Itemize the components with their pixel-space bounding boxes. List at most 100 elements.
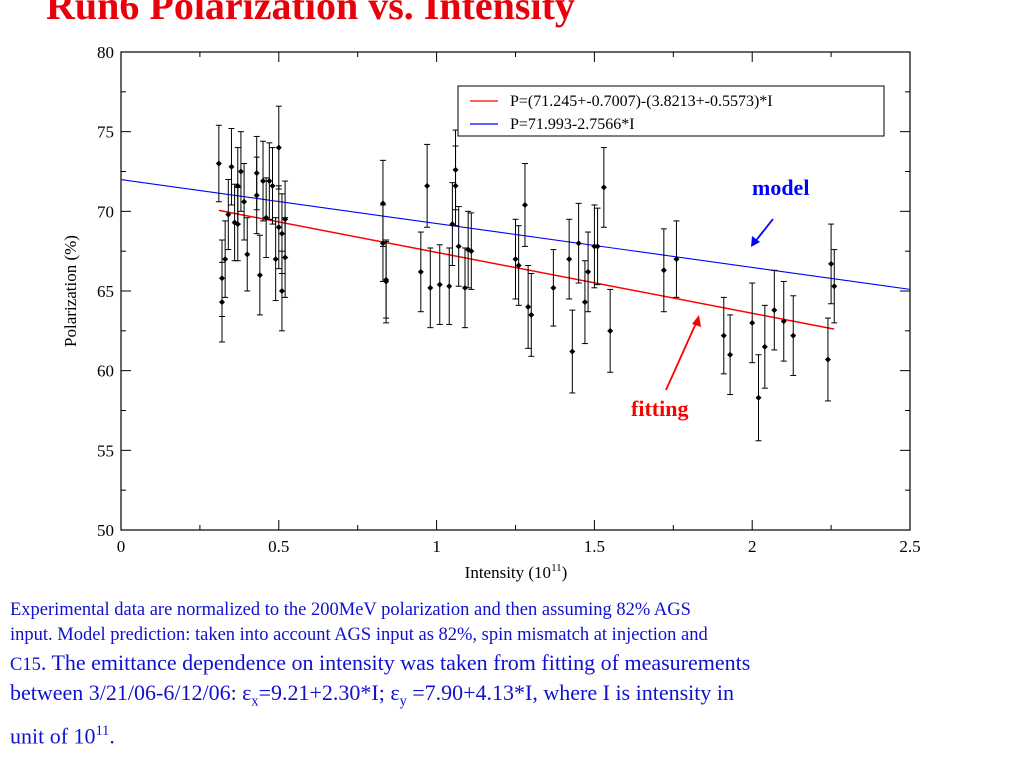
data-point xyxy=(218,239,225,317)
data-point xyxy=(427,247,434,329)
data-point xyxy=(222,220,229,298)
caption: Experimental data are normalized to the … xyxy=(10,598,1014,752)
point-marker xyxy=(720,332,727,339)
point-marker xyxy=(780,318,787,325)
point-marker xyxy=(452,182,459,189)
point-marker xyxy=(581,299,588,306)
x-tick-label: 2 xyxy=(748,537,757,556)
data-point xyxy=(566,218,573,300)
data-point xyxy=(749,282,756,364)
point-marker xyxy=(222,256,229,263)
data-point xyxy=(436,244,443,325)
data-point xyxy=(449,182,456,267)
point-marker xyxy=(521,201,528,208)
y-tick-label: 60 xyxy=(97,362,114,381)
x-tick-label: 0 xyxy=(117,537,126,556)
y-tick-label: 80 xyxy=(97,43,114,62)
point-marker xyxy=(234,221,241,228)
data-point xyxy=(521,163,528,247)
data-point xyxy=(282,180,289,259)
point-marker xyxy=(468,248,475,255)
point-marker xyxy=(260,178,267,185)
data-point xyxy=(607,288,614,373)
model-arrow xyxy=(751,218,774,247)
data-point xyxy=(241,163,248,241)
point-marker xyxy=(790,332,797,339)
caption-line-4: between 3/21/06-6/12/06: εx=9.21+2.30*I;… xyxy=(10,680,735,710)
data-point xyxy=(831,249,838,324)
point-marker xyxy=(569,348,576,355)
point-marker xyxy=(512,256,519,263)
data-point xyxy=(550,249,557,327)
data-point xyxy=(237,131,244,212)
point-marker xyxy=(528,311,535,318)
point-marker xyxy=(427,284,434,291)
data-point xyxy=(528,272,535,357)
data-point xyxy=(275,105,282,190)
x-axis-label: Intensity (1011) xyxy=(465,562,568,582)
y-tick-label: 75 xyxy=(97,123,114,142)
point-marker xyxy=(253,170,260,177)
data-point xyxy=(272,217,279,302)
point-marker xyxy=(594,243,601,250)
y-tick-label: 50 xyxy=(97,521,114,540)
data-point xyxy=(455,206,462,287)
data-point xyxy=(727,314,734,396)
caption-line-1: Experimental data are normalized to the … xyxy=(10,600,691,620)
point-marker xyxy=(272,256,279,263)
data-point xyxy=(771,269,778,351)
fitting-arrow xyxy=(665,315,701,391)
data-point xyxy=(269,147,276,225)
point-marker xyxy=(607,327,614,334)
point-marker xyxy=(278,288,285,294)
y-axis-label: Polarization (%) xyxy=(61,235,80,347)
point-marker xyxy=(436,281,443,288)
y-tick-label: 70 xyxy=(97,202,114,221)
data-point xyxy=(253,135,260,211)
point-marker xyxy=(455,243,462,250)
point-marker xyxy=(591,243,598,250)
point-marker xyxy=(215,160,222,167)
data-point xyxy=(260,140,267,222)
point-marker xyxy=(727,351,734,358)
data-point xyxy=(266,142,273,220)
data-point xyxy=(452,145,459,227)
caption-line-5: unit of 1011. xyxy=(10,723,115,749)
data-point xyxy=(591,204,598,289)
data-point xyxy=(275,185,282,270)
data-point xyxy=(468,212,475,290)
data-point xyxy=(417,231,424,313)
data-point xyxy=(244,217,251,292)
data-point xyxy=(525,265,532,349)
point-marker xyxy=(462,284,469,291)
polarization-chart: 0 0.5 1 1.5 2 2.5 50 55 60 65 70 75 80 P=(71.245+-0.… xyxy=(61,43,921,582)
point-marker xyxy=(244,251,251,258)
caption-line-2: input. Model prediction: taken into acco… xyxy=(10,625,708,645)
point-marker xyxy=(275,224,282,231)
legend-label-model: P=71.993-2.7566*I xyxy=(510,116,635,133)
data-point xyxy=(215,124,222,203)
data-point xyxy=(581,260,588,345)
data-point xyxy=(515,225,522,306)
data-point xyxy=(660,228,667,313)
data-point xyxy=(512,218,519,300)
point-marker xyxy=(660,267,667,274)
point-marker xyxy=(218,275,225,282)
point-marker xyxy=(282,216,289,223)
data-point xyxy=(225,178,232,251)
point-marker xyxy=(278,230,285,237)
point-marker xyxy=(575,240,582,247)
point-marker xyxy=(755,394,762,401)
point-marker xyxy=(525,303,532,310)
data-point xyxy=(824,317,831,402)
point-marker xyxy=(228,163,235,170)
data-point xyxy=(379,204,386,282)
caption-line-3: C15. The emittance dependence on intensi… xyxy=(10,650,751,675)
data-point xyxy=(446,247,453,325)
point-marker xyxy=(256,272,263,279)
point-marker xyxy=(828,260,835,267)
point-marker xyxy=(600,184,607,191)
legend-label-fitting: P=(71.245+-0.7007)-(3.8213+-0.5573)*I xyxy=(510,93,773,110)
data-point xyxy=(600,147,607,228)
data-point xyxy=(424,143,431,228)
